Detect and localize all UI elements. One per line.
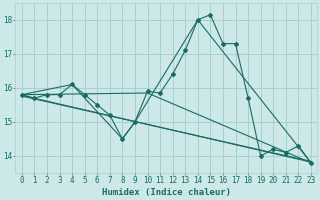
X-axis label: Humidex (Indice chaleur): Humidex (Indice chaleur) (102, 188, 231, 197)
